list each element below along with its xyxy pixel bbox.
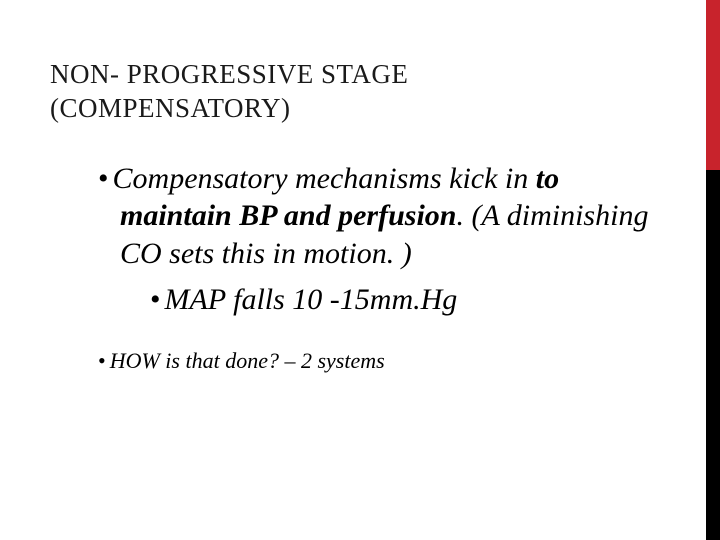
accent-black <box>706 170 720 540</box>
bullet-level-1: •Compensatory mechanisms kick in to main… <box>98 160 660 273</box>
bullet-small-text: HOW is that done? – 2 systems <box>110 348 385 373</box>
bullet2-text: MAP falls 10 -15mm.Hg <box>165 283 458 316</box>
bullet-small: •HOW is that done? – 2 systems <box>98 347 660 376</box>
accent-bar <box>706 0 720 540</box>
bullet1-pre: Compensatory mechanisms kick in <box>113 162 536 195</box>
slide-content: NON- PROGRESSIVE STAGE (COMPENSATORY) •C… <box>0 0 720 416</box>
title-line-1: NON- PROGRESSIVE STAGE <box>50 59 408 89</box>
bullet-level-2: •MAP falls 10 -15mm.Hg <box>150 280 660 319</box>
accent-red <box>706 0 720 170</box>
bullet-dot-icon: • <box>150 283 165 316</box>
bullet-dot-icon: • <box>98 162 113 195</box>
bullet-dot-icon: • <box>98 348 110 373</box>
title-line-2: (COMPENSATORY) <box>50 93 291 123</box>
slide-title: NON- PROGRESSIVE STAGE (COMPENSATORY) <box>50 58 660 126</box>
